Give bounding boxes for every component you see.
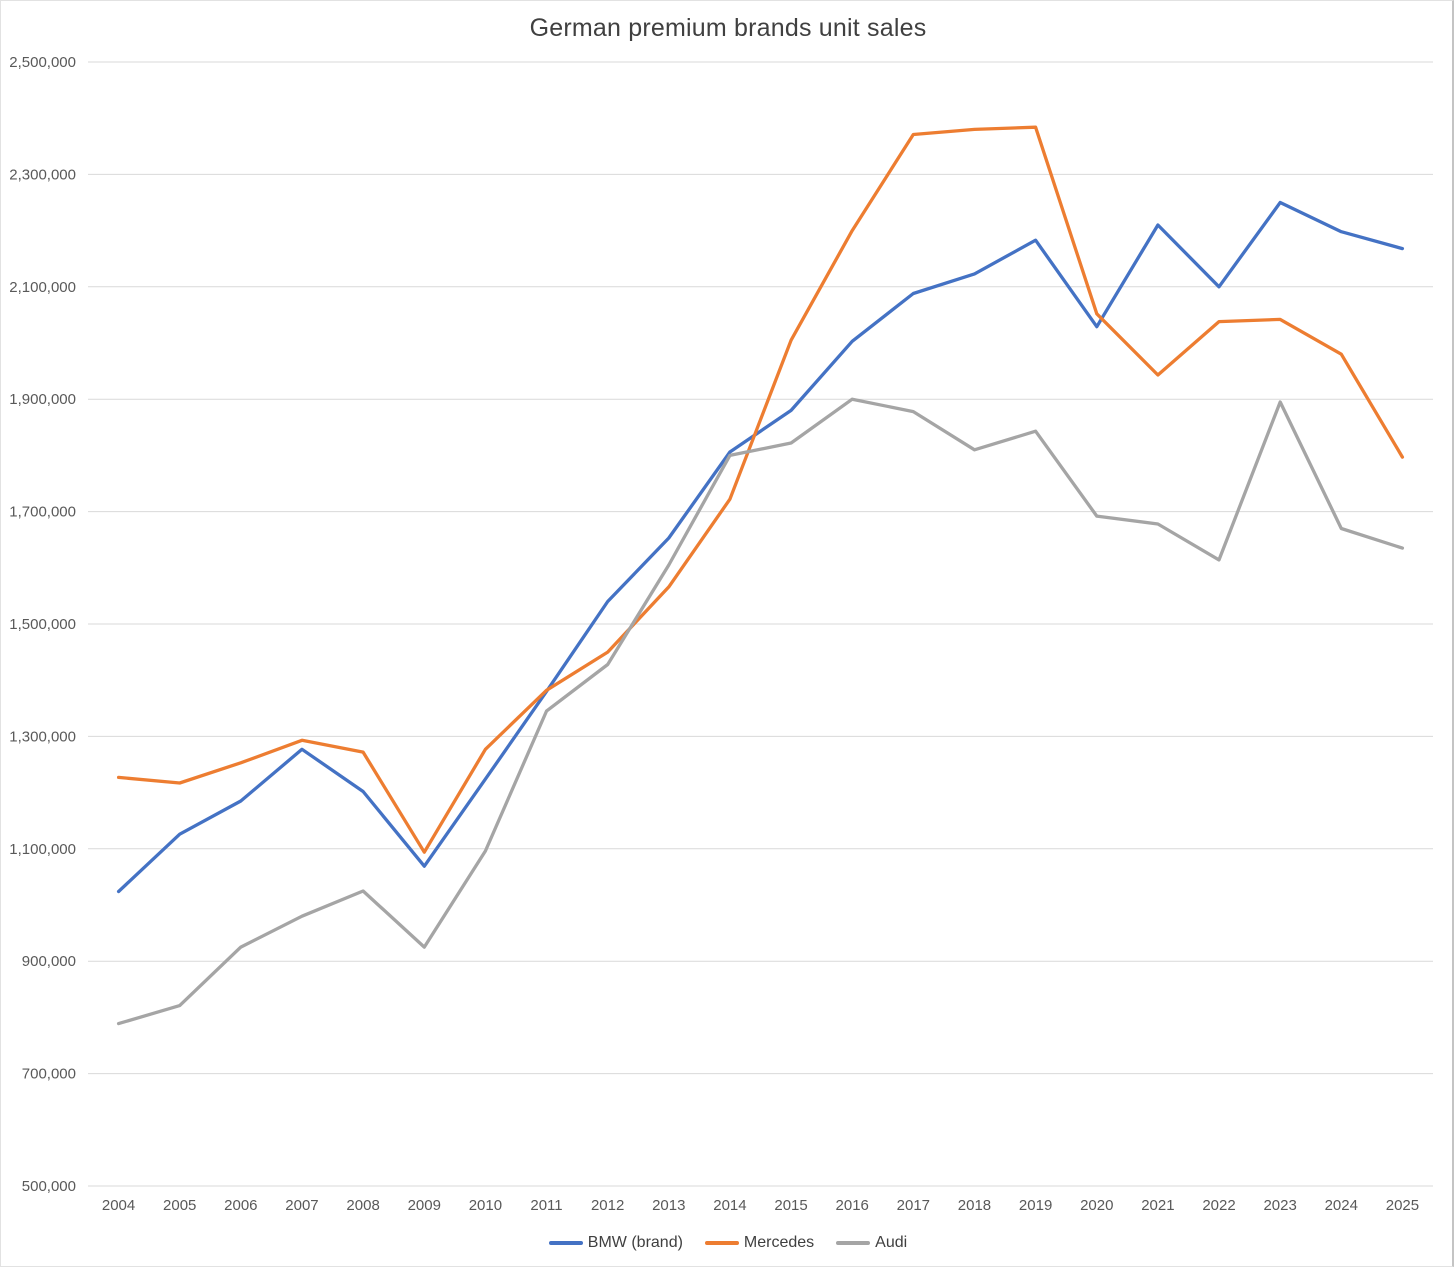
y-tick-label: 900,000 (22, 953, 76, 970)
y-tick-label: 1,500,000 (9, 616, 76, 633)
x-tick-label-2004: 2004 (102, 1197, 135, 1214)
y-tick-label: 1,100,000 (9, 841, 76, 858)
y-tick-label: 700,000 (22, 1066, 76, 1083)
x-tick-label-2020: 2020 (1080, 1197, 1113, 1214)
x-tick-label-2008: 2008 (346, 1197, 379, 1214)
x-tick-label-2011: 2011 (530, 1197, 562, 1214)
x-tick-label-2024: 2024 (1325, 1197, 1358, 1214)
y-tick-label: 2,300,000 (9, 166, 76, 183)
x-tick-label-2014: 2014 (713, 1197, 746, 1214)
legend-swatch-bmw (548, 1241, 583, 1245)
x-tick-label-2023: 2023 (1263, 1197, 1296, 1214)
legend-item-bmw: BMW (brand) (548, 1234, 683, 1252)
x-tick-label-2019: 2019 (1019, 1197, 1052, 1214)
legend-swatch-mercedes (704, 1241, 739, 1245)
y-tick-label: 500,000 (22, 1178, 76, 1195)
x-tick-label-2013: 2013 (652, 1197, 685, 1214)
x-tick-label-2007: 2007 (285, 1197, 318, 1214)
legend-label-audi: Audi (875, 1234, 908, 1251)
x-tick-label-2012: 2012 (591, 1197, 624, 1214)
legend-label-bmw: BMW (brand) (587, 1234, 683, 1251)
x-tick-label-2018: 2018 (958, 1197, 991, 1214)
x-tick-label-2025: 2025 (1386, 1197, 1419, 1214)
series-line-bmw-brand (116, 200, 1405, 894)
legend-swatch-audi (836, 1241, 871, 1245)
x-tick-label-2016: 2016 (836, 1197, 869, 1214)
x-tick-label-2009: 2009 (408, 1197, 441, 1214)
x-tick-label-2005: 2005 (163, 1197, 196, 1214)
x-tick-label-2021: 2021 (1141, 1197, 1174, 1214)
y-tick-label: 1,900,000 (9, 391, 76, 408)
legend: BMW (brand) Mercedes Audi (0, 1230, 1456, 1256)
y-tick-label: 2,100,000 (9, 279, 76, 296)
y-tick-label: 1,700,000 (9, 504, 76, 521)
x-tick-label-2006: 2006 (224, 1197, 257, 1214)
y-tick-label: 1,300,000 (9, 728, 76, 745)
legend-label-mercedes: Mercedes (743, 1234, 815, 1251)
chart-title: German premium brands unit sales (529, 14, 927, 42)
legend-item-audi: Audi (836, 1234, 907, 1252)
x-tick-label-2017: 2017 (897, 1197, 930, 1214)
x-tick-label-2010: 2010 (469, 1197, 502, 1214)
series-line-mercedes (116, 125, 1405, 854)
y-tick-label: 2,500,000 (9, 54, 76, 71)
x-tick-label-2015: 2015 (774, 1197, 807, 1214)
legend-item-mercedes: Mercedes (704, 1234, 815, 1252)
x-tick-label-2022: 2022 (1202, 1197, 1235, 1214)
series-line-audi (116, 397, 1405, 1026)
